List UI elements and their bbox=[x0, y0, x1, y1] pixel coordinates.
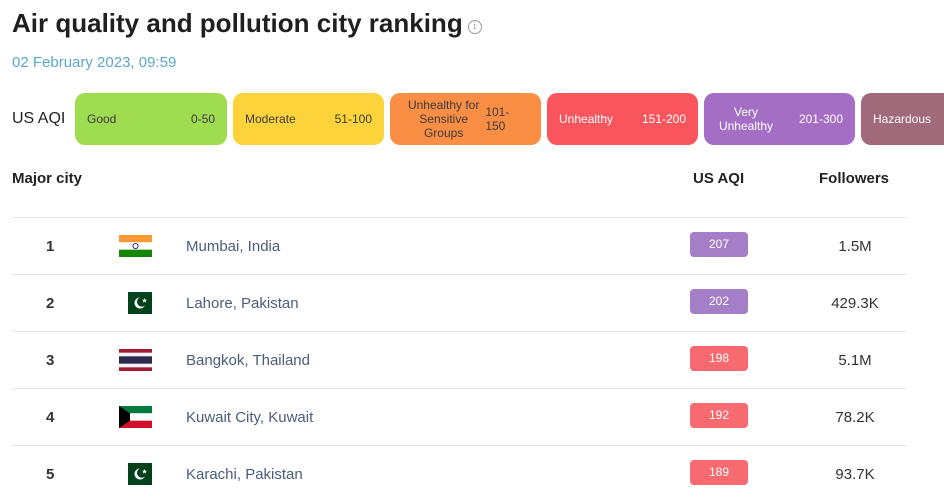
aqi-badge-range: 51-100 bbox=[334, 112, 372, 126]
aqi-value-badge: 192 bbox=[690, 403, 748, 428]
followers-count: 5.1M bbox=[838, 352, 872, 369]
aqi-value-badge: 189 bbox=[690, 460, 748, 485]
page-title: Air quality and pollution city ranking i bbox=[12, 8, 482, 39]
last-updated-date: 02 February 2023, 09:59 bbox=[12, 54, 177, 71]
city-link[interactable]: Kuwait City, Kuwait bbox=[186, 409, 314, 426]
pakistan-flag-icon bbox=[128, 463, 152, 485]
rank: 1 bbox=[46, 238, 55, 255]
followers-count: 93.7K bbox=[835, 466, 875, 483]
aqi-badge-name: Unhealthy bbox=[559, 112, 614, 126]
aqi-value-badge: 207 bbox=[690, 232, 748, 257]
city-link[interactable]: Bangkok, Thailand bbox=[186, 352, 310, 369]
rank: 4 bbox=[46, 409, 55, 426]
aqi-badge-hazardous: Hazardous bbox=[861, 93, 944, 145]
rank: 3 bbox=[46, 352, 55, 369]
table-row[interactable]: 4 Kuwait City, Kuwait 192 78.2K bbox=[12, 388, 907, 445]
aqi-badge-range: 151-200 bbox=[641, 112, 686, 126]
aqi-value-badge: 198 bbox=[690, 346, 748, 371]
aqi-legend-label: US AQI bbox=[12, 110, 66, 127]
aqi-badge-very-unhealthy: Very Unhealthy 201-300 bbox=[704, 93, 855, 145]
followers-count: 429.3K bbox=[831, 295, 879, 312]
aqi-badge-name: Unhealthy for Sensitive Groups bbox=[407, 98, 480, 140]
city-link[interactable]: Mumbai, India bbox=[186, 238, 281, 255]
table-row[interactable]: 2 Lahore, Pakistan 202 429.3K bbox=[12, 274, 907, 331]
table-row[interactable]: 3 Bangkok, Thailand 198 5.1M bbox=[12, 331, 907, 388]
aqi-badge-name: Good bbox=[87, 112, 117, 126]
rank: 5 bbox=[46, 466, 55, 483]
aqi-badge-name: Very Unhealthy bbox=[718, 105, 774, 133]
page-title-text: Air quality and pollution city ranking bbox=[12, 8, 463, 38]
india-flag-icon bbox=[119, 235, 152, 257]
aqi-badge-range: 101-150 bbox=[485, 105, 510, 133]
table-row[interactable]: 1 Mumbai, India 207 1.5M bbox=[12, 217, 907, 274]
rank: 2 bbox=[46, 295, 55, 312]
aqi-badge-good: Good 0-50 bbox=[75, 93, 227, 145]
aqi-badge-moderate: Moderate 51-100 bbox=[233, 93, 384, 145]
pakistan-flag-icon bbox=[128, 292, 152, 314]
aqi-value-badge: 202 bbox=[690, 289, 748, 314]
header-major-city: Major city bbox=[12, 170, 83, 187]
followers-count: 1.5M bbox=[838, 238, 872, 255]
city-link[interactable]: Karachi, Pakistan bbox=[186, 466, 303, 483]
city-link[interactable]: Lahore, Pakistan bbox=[186, 295, 299, 312]
aqi-badge-unhealthy: Unhealthy 151-200 bbox=[547, 93, 698, 145]
header-followers: Followers bbox=[819, 170, 890, 187]
thailand-flag-icon bbox=[119, 349, 152, 371]
aqi-badge-unhealthy-sensitive: Unhealthy for Sensitive Groups 101-150 bbox=[390, 93, 541, 145]
followers-count: 78.2K bbox=[835, 409, 875, 426]
header-us-aqi: US AQI bbox=[693, 170, 745, 187]
aqi-badge-name: Moderate bbox=[245, 112, 296, 126]
table-row[interactable]: 5 Karachi, Pakistan 189 93.7K bbox=[12, 445, 907, 502]
aqi-badge-range: 0-50 bbox=[190, 112, 215, 126]
info-icon[interactable]: i bbox=[467, 19, 482, 34]
aqi-badge-range: 201-300 bbox=[798, 112, 843, 126]
kuwait-flag-icon bbox=[119, 406, 152, 428]
aqi-badge-name: Hazardous bbox=[873, 112, 932, 126]
